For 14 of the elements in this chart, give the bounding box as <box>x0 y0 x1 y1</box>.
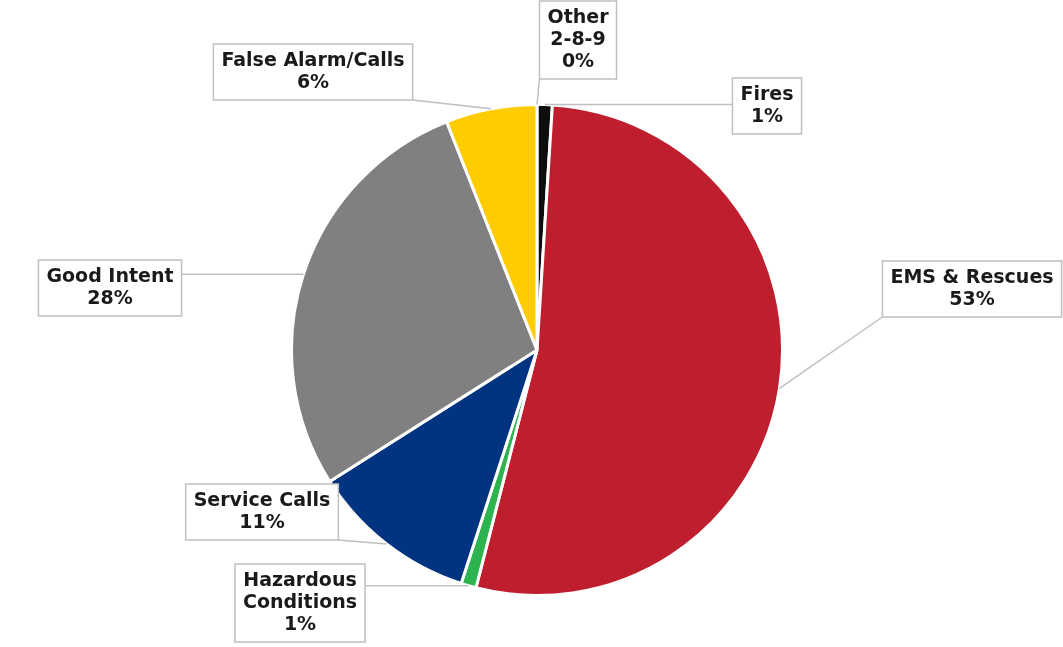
text: 0% <box>561 48 595 71</box>
data-label: 11% <box>239 509 285 532</box>
data-label: 6% <box>296 69 330 92</box>
data-label: 53% <box>949 286 995 309</box>
slice-label: Good Intent <box>46 263 174 286</box>
slice-label: Hazardous Conditions <box>242 567 358 612</box>
category-label: Other 2-8-9 <box>547 4 609 49</box>
slice-label: False Alarm/Calls <box>221 47 405 70</box>
data-label: 1% <box>750 103 784 126</box>
data-label: 1% <box>283 611 317 634</box>
data-label: 28% <box>87 285 133 308</box>
slice-label: Service Calls <box>193 487 331 510</box>
slice-label: Fires <box>740 81 794 104</box>
slice-label: EMS & Rescues <box>890 264 1054 287</box>
